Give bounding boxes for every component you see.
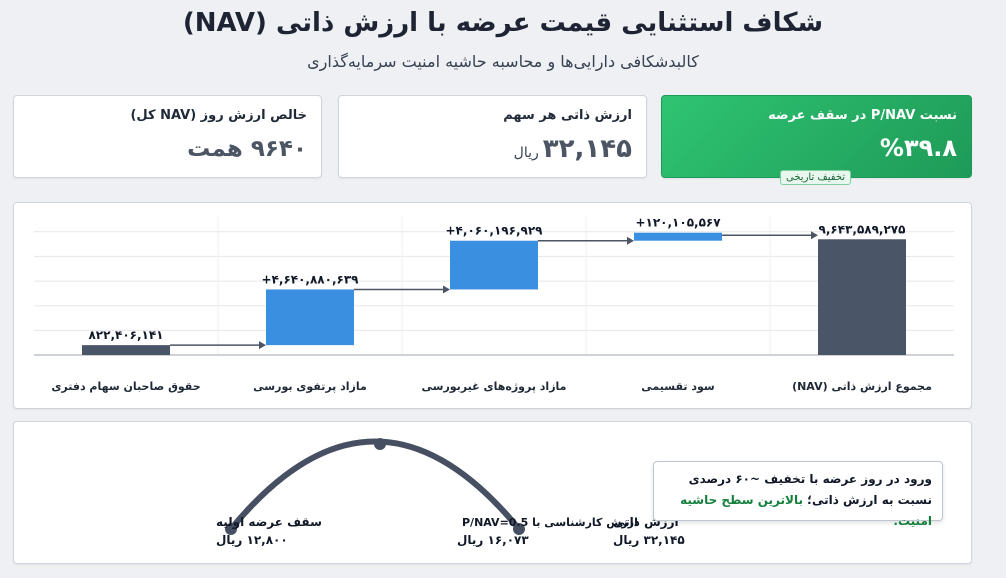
gauge-expert-value: ۱۶,۰۷۳ ریال — [457, 533, 529, 547]
nav-per-share-label: ارزش ذاتی هر سهم — [503, 108, 632, 123]
insight-note-highlight: بالاترین سطح حاشیه امنیت. — [680, 493, 932, 528]
connector-arrowhead — [811, 231, 818, 240]
nav-per-share-card: ارزش ذاتی هر سهم ۳۲,۱۴۵ریال — [338, 95, 647, 178]
p-nav-ratio-card: نسبت P/NAV در سقف عرضه %۳۹.۸ — [661, 95, 972, 178]
category-label: مازاد پروژه‌های غیربورسی — [422, 380, 567, 393]
insight-note-text: ورود در روز عرضه با تخفیف ~۶۰ درصدی نسبت… — [688, 472, 932, 507]
waterfall-bar — [266, 289, 354, 346]
waterfall-bar — [450, 240, 538, 290]
category-label: سود تقسیمی — [641, 380, 714, 393]
gauge-offer-value: ۱۲,۸۰۰ ریال — [216, 533, 288, 547]
data-label: ۸۲۲,۴۰۶,۱۴۱ — [88, 328, 163, 342]
waterfall-bar — [818, 239, 906, 355]
waterfall-chart: ۸۲۲,۴۰۶,۱۴۱ حقوق صاحبان سهام دفتری +۴,۶۴۰,… — [34, 216, 954, 393]
p-nav-ratio-label: نسبت P/NAV در سقف عرضه — [768, 108, 957, 123]
connector-arrowhead — [627, 236, 634, 245]
page-subtitle: کالبدشکافی دارایی‌ها و محاسبه حاشیه امنی… — [307, 52, 699, 71]
insight-note: ورود در روز عرضه با تخفیف ~۶۰ درصدی نسبت… — [653, 461, 943, 528]
nav-per-share-unit: ریال — [513, 145, 539, 161]
waterfall-bar — [82, 345, 170, 355]
discount-badge: تخفیف تاریخی — [780, 170, 852, 185]
data-label: ۹,۶۴۳,۵۸۹,۲۷۵ — [819, 222, 906, 236]
gauge-marker-expert — [374, 438, 386, 450]
data-label: +۴,۰۶۰,۱۹۶,۹۲۹ — [446, 224, 544, 238]
waterfall-bar — [634, 232, 722, 241]
gauge-chart: سقف عرضه اولیه ۱۲,۸۰۰ ریال ارزش کارشناسی… — [216, 438, 685, 547]
gauge-nav-value: ۳۲,۱۴۵ ریال — [613, 533, 685, 547]
page-title: شکاف استثنایی قیمت عرضه با ارزش ذاتی (NA… — [182, 8, 824, 38]
nav-per-share-number: ۳۲,۱۴۵ — [542, 134, 632, 164]
gauge-offer-label: سقف عرضه اولیه — [216, 515, 322, 530]
category-label: مجموع ارزش ذاتی (NAV) — [792, 380, 932, 393]
gauge-expert-label: ارزش کارشناسی با P/NAV=0.5 — [462, 516, 638, 529]
nav-total-value: ۹۶۴۰ همت — [187, 136, 307, 162]
nav-total-label: خالص ارزش روز (NAV کل) — [130, 108, 307, 123]
data-label: +۱۲۰,۱۰۵,۵۶۷ — [635, 216, 721, 230]
p-nav-ratio-value: %۳۹.۸ — [879, 134, 957, 162]
nav-per-share-value: ۳۲,۱۴۵ریال — [514, 134, 632, 164]
category-label: حقوق صاحبان سهام دفتری — [51, 380, 200, 393]
gauge-marker-offer — [225, 523, 237, 535]
gauge-marker-nav — [513, 523, 525, 535]
nav-total-card: خالص ارزش روز (NAV کل) ۹۶۴۰ همت — [13, 95, 322, 178]
waterfall-panel: ۸۲۲,۴۰۶,۱۴۱ حقوق صاحبان سهام دفتری +۴,۶۴۰,… — [13, 202, 972, 409]
data-label: +۴,۶۴۰,۸۸۰,۶۳۹ — [262, 272, 360, 286]
category-label: مازاد پرتفوی بورسی — [253, 380, 367, 393]
connector-arrowhead — [259, 341, 266, 350]
connector-arrowhead — [443, 285, 450, 294]
